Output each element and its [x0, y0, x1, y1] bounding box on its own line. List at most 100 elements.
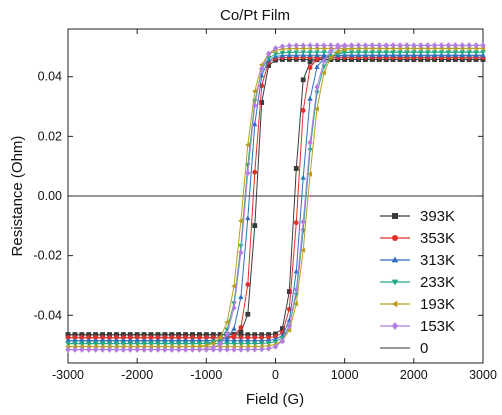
data-point-233K — [362, 50, 369, 56]
data-point-233K — [418, 50, 424, 56]
data-point-353K — [197, 335, 202, 341]
data-point-313K — [231, 337, 237, 343]
data-point-353K — [65, 335, 71, 341]
data-point-393K — [127, 332, 133, 338]
data-point-313K — [224, 334, 230, 340]
data-point-233K — [411, 50, 417, 56]
data-point-153K — [404, 42, 410, 49]
data-point-153K — [252, 102, 258, 109]
data-point-353K — [203, 335, 209, 341]
legend-marker-193K — [391, 300, 398, 308]
data-point-313K — [196, 337, 203, 343]
data-point-393K — [79, 332, 85, 338]
data-point-193K — [251, 88, 257, 94]
data-point-153K — [182, 346, 189, 353]
data-point-153K — [245, 169, 251, 177]
data-point-353K — [107, 335, 112, 341]
data-point-193K — [217, 334, 223, 341]
data-point-353K — [72, 335, 78, 341]
data-point-233K — [120, 341, 126, 347]
data-point-153K — [314, 42, 320, 49]
data-point-233K — [314, 50, 320, 56]
legend-label-353K: 353K — [420, 230, 455, 247]
data-point-313K — [148, 337, 154, 343]
x-tick-label: 0 — [272, 368, 279, 382]
data-point-233K — [397, 50, 403, 56]
data-point-233K — [72, 341, 78, 347]
data-point-153K — [113, 346, 120, 353]
data-point-153K — [279, 338, 286, 345]
data-point-193K — [327, 54, 333, 60]
data-point-313K — [127, 337, 133, 343]
data-point-153K — [231, 304, 237, 311]
data-point-193K — [314, 106, 319, 112]
data-point-393K — [169, 332, 175, 338]
data-point-153K — [134, 346, 140, 353]
data-point-153K — [342, 42, 348, 49]
data-point-153K — [466, 42, 472, 49]
data-point-153K — [120, 346, 126, 353]
data-point-393K — [286, 289, 292, 294]
legend-marker-153K — [391, 322, 399, 330]
data-point-153K — [93, 346, 99, 353]
legend: 393K 353K 313K 233K 193K 153K 0 — [380, 208, 455, 357]
data-point-153K — [155, 346, 161, 353]
data-point-233K — [196, 341, 203, 347]
data-point-153K — [196, 346, 203, 353]
data-point-233K — [314, 90, 320, 96]
data-point-153K — [169, 346, 175, 353]
data-point-393K — [245, 332, 251, 338]
data-point-153K — [411, 42, 417, 49]
data-point-233K — [425, 50, 431, 56]
data-point-353K — [134, 335, 140, 341]
data-point-353K — [79, 335, 85, 341]
x-tick-label: 2000 — [400, 368, 428, 382]
legend-label-393K: 393K — [420, 208, 455, 225]
data-point-313K — [300, 174, 306, 180]
legend-marker-393K — [392, 213, 398, 219]
data-point-353K — [162, 335, 168, 341]
data-point-233K — [438, 50, 445, 56]
data-point-233K — [189, 341, 196, 347]
data-point-153K — [480, 42, 486, 49]
data-point-153K — [203, 345, 209, 353]
data-point-393K — [252, 332, 258, 338]
data-point-233K — [106, 341, 113, 347]
data-point-353K — [155, 335, 161, 341]
data-point-313K — [72, 337, 78, 343]
data-point-353K — [293, 220, 299, 226]
x-tick-label: 3000 — [469, 368, 497, 382]
data-point-233K — [390, 50, 396, 56]
data-point-393K — [148, 332, 154, 338]
legend-label-193K: 193K — [420, 296, 455, 313]
data-point-313K — [86, 337, 92, 343]
data-point-313K — [189, 337, 196, 343]
data-point-353K — [259, 335, 265, 341]
data-point-233K — [155, 341, 161, 347]
data-point-153K — [210, 344, 216, 351]
data-point-393K — [93, 332, 99, 338]
data-point-353K — [190, 335, 195, 341]
data-point-353K — [245, 282, 251, 287]
data-point-313K — [79, 337, 85, 343]
data-point-233K — [99, 341, 106, 347]
data-point-233K — [238, 341, 244, 347]
data-point-193K — [210, 340, 216, 347]
data-point-313K — [99, 337, 106, 343]
data-point-153K — [252, 346, 258, 353]
data-point-353K — [127, 335, 133, 341]
data-point-153K — [238, 249, 244, 256]
data-point-193K — [300, 247, 306, 253]
data-point-233K — [286, 50, 292, 56]
data-point-393K — [307, 59, 313, 65]
data-point-393K — [238, 329, 244, 335]
legend-label-153K: 153K — [420, 318, 455, 335]
data-point-393K — [107, 332, 112, 338]
data-point-233K — [321, 50, 327, 56]
data-point-153K — [86, 346, 92, 353]
y-tick-label: 0.04 — [38, 70, 62, 84]
data-point-153K — [265, 50, 272, 57]
data-point-393K — [245, 311, 251, 317]
legend-marker-353K — [392, 235, 398, 241]
data-point-393K — [259, 332, 265, 338]
